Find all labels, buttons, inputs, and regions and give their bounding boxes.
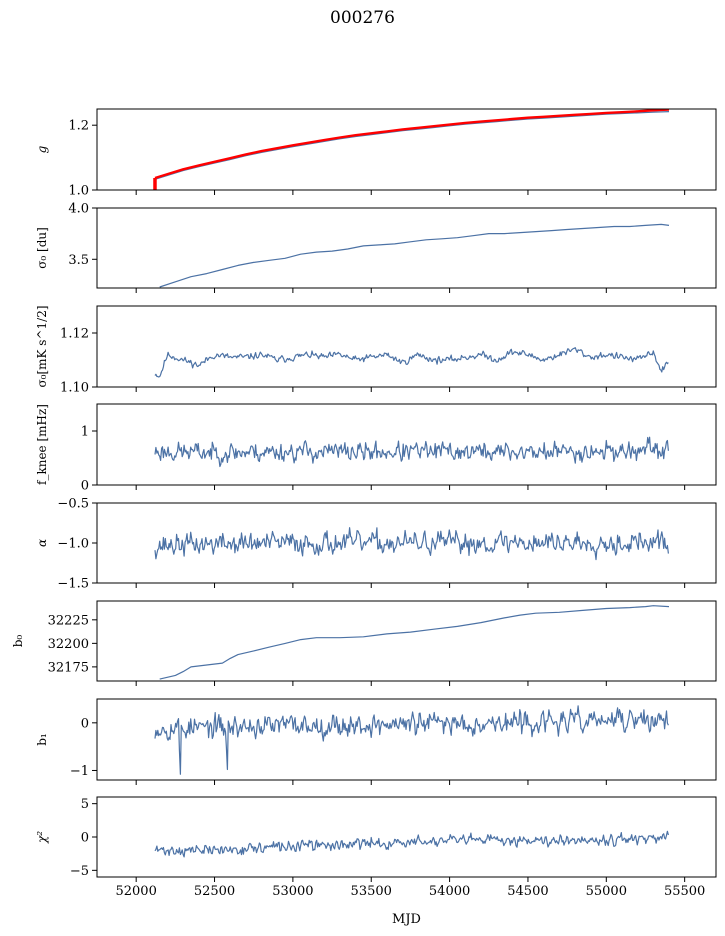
y-tick-label: 0: [81, 716, 89, 731]
x-tick-label: 55000: [586, 884, 627, 899]
plot-area: [159, 223, 670, 288]
x-tick-label: 52000: [115, 884, 156, 899]
y-tick-label: 4.0: [68, 202, 89, 217]
y-axis-label: σ₀[mK s^1/2]: [35, 305, 49, 387]
data-line: [154, 527, 669, 561]
y-tick-label: 1.0: [68, 184, 89, 199]
y-tick-label: 0: [81, 831, 89, 846]
y-tick-label: 1.12: [60, 327, 89, 342]
axes-frame: [96, 600, 717, 682]
y-tick-label: −1.5: [57, 577, 89, 592]
panel-7: −1 0 b₁: [35, 698, 717, 785]
x-tick-label: 55500: [664, 884, 705, 899]
panel-1: 1.0 1.2 g: [35, 108, 717, 199]
y-tick-label: 1.10: [60, 381, 89, 396]
y-tick-label: 32200: [48, 637, 89, 652]
y-tick-label: 0: [81, 479, 89, 494]
plot-area: [154, 705, 669, 775]
plot-area: [154, 527, 669, 561]
y-tick-label: −1: [70, 764, 89, 779]
axes-frame: [96, 108, 717, 191]
panel-3: 1.10 1.12 σ₀[mK s^1/2]: [35, 305, 717, 396]
y-tick-label: −1.0: [57, 537, 89, 552]
y-tick-label: 1.2: [68, 119, 89, 134]
y-axis-label: b₀: [11, 635, 25, 648]
y-tick-label: 3.5: [68, 253, 89, 268]
y-tick-label: 1: [81, 425, 89, 440]
reference-line: [154, 109, 670, 180]
y-tick-label: 5: [81, 797, 89, 812]
axes-frame: [96, 403, 717, 486]
x-tick-label: 53000: [272, 884, 313, 899]
data-line: [159, 605, 670, 680]
axes-frame: [96, 207, 717, 289]
figure-title: 000276: [330, 8, 395, 28]
x-tick-label: 52500: [194, 884, 235, 899]
axes-frame: [96, 796, 717, 878]
plot-area: [154, 347, 669, 378]
panel-4: 0 1 f_knee [mHz]: [35, 403, 717, 494]
plot-area: [153, 109, 670, 190]
y-axis-label: b₁: [35, 733, 49, 746]
y-axis-label: g: [35, 145, 49, 153]
data-line: [154, 436, 669, 468]
y-tick-label: −5: [70, 864, 89, 879]
y-axis-label: σ₀ [du]: [35, 227, 49, 269]
panel-5: −1.5 −1.0 −0.5 α: [35, 497, 717, 592]
plot-area: [154, 436, 669, 468]
axes-frame: [96, 698, 717, 781]
data-line: [154, 347, 669, 378]
plot-area: [154, 830, 669, 858]
y-tick-label: −0.5: [57, 497, 89, 512]
panel-8: 52000 52500 53000 53500 54000 54500 55000 55500…: [35, 796, 717, 899]
x-tick-label: 54500: [507, 884, 548, 899]
y-axis-label: f_knee [mHz]: [35, 404, 49, 485]
plot-area: [159, 605, 670, 680]
panel-2: 3.5 4.0 σ₀ [du]: [35, 202, 717, 293]
panel-6: 32175 32200 32225 b₀: [11, 600, 717, 686]
data-line: [154, 111, 670, 180]
x-tick-label: 53500: [351, 884, 392, 899]
x-axis-label: MJD: [392, 912, 421, 927]
y-tick-label: 32175: [48, 660, 89, 675]
y-axis-label: α: [35, 539, 49, 547]
axes-frame: [96, 305, 717, 388]
x-tick-label: 54000: [429, 884, 470, 899]
data-line: [154, 830, 669, 858]
data-line: [154, 705, 669, 775]
data-line: [159, 223, 670, 288]
y-tick-label: 32225: [48, 613, 89, 628]
y-axis-label: χ²: [35, 831, 49, 844]
